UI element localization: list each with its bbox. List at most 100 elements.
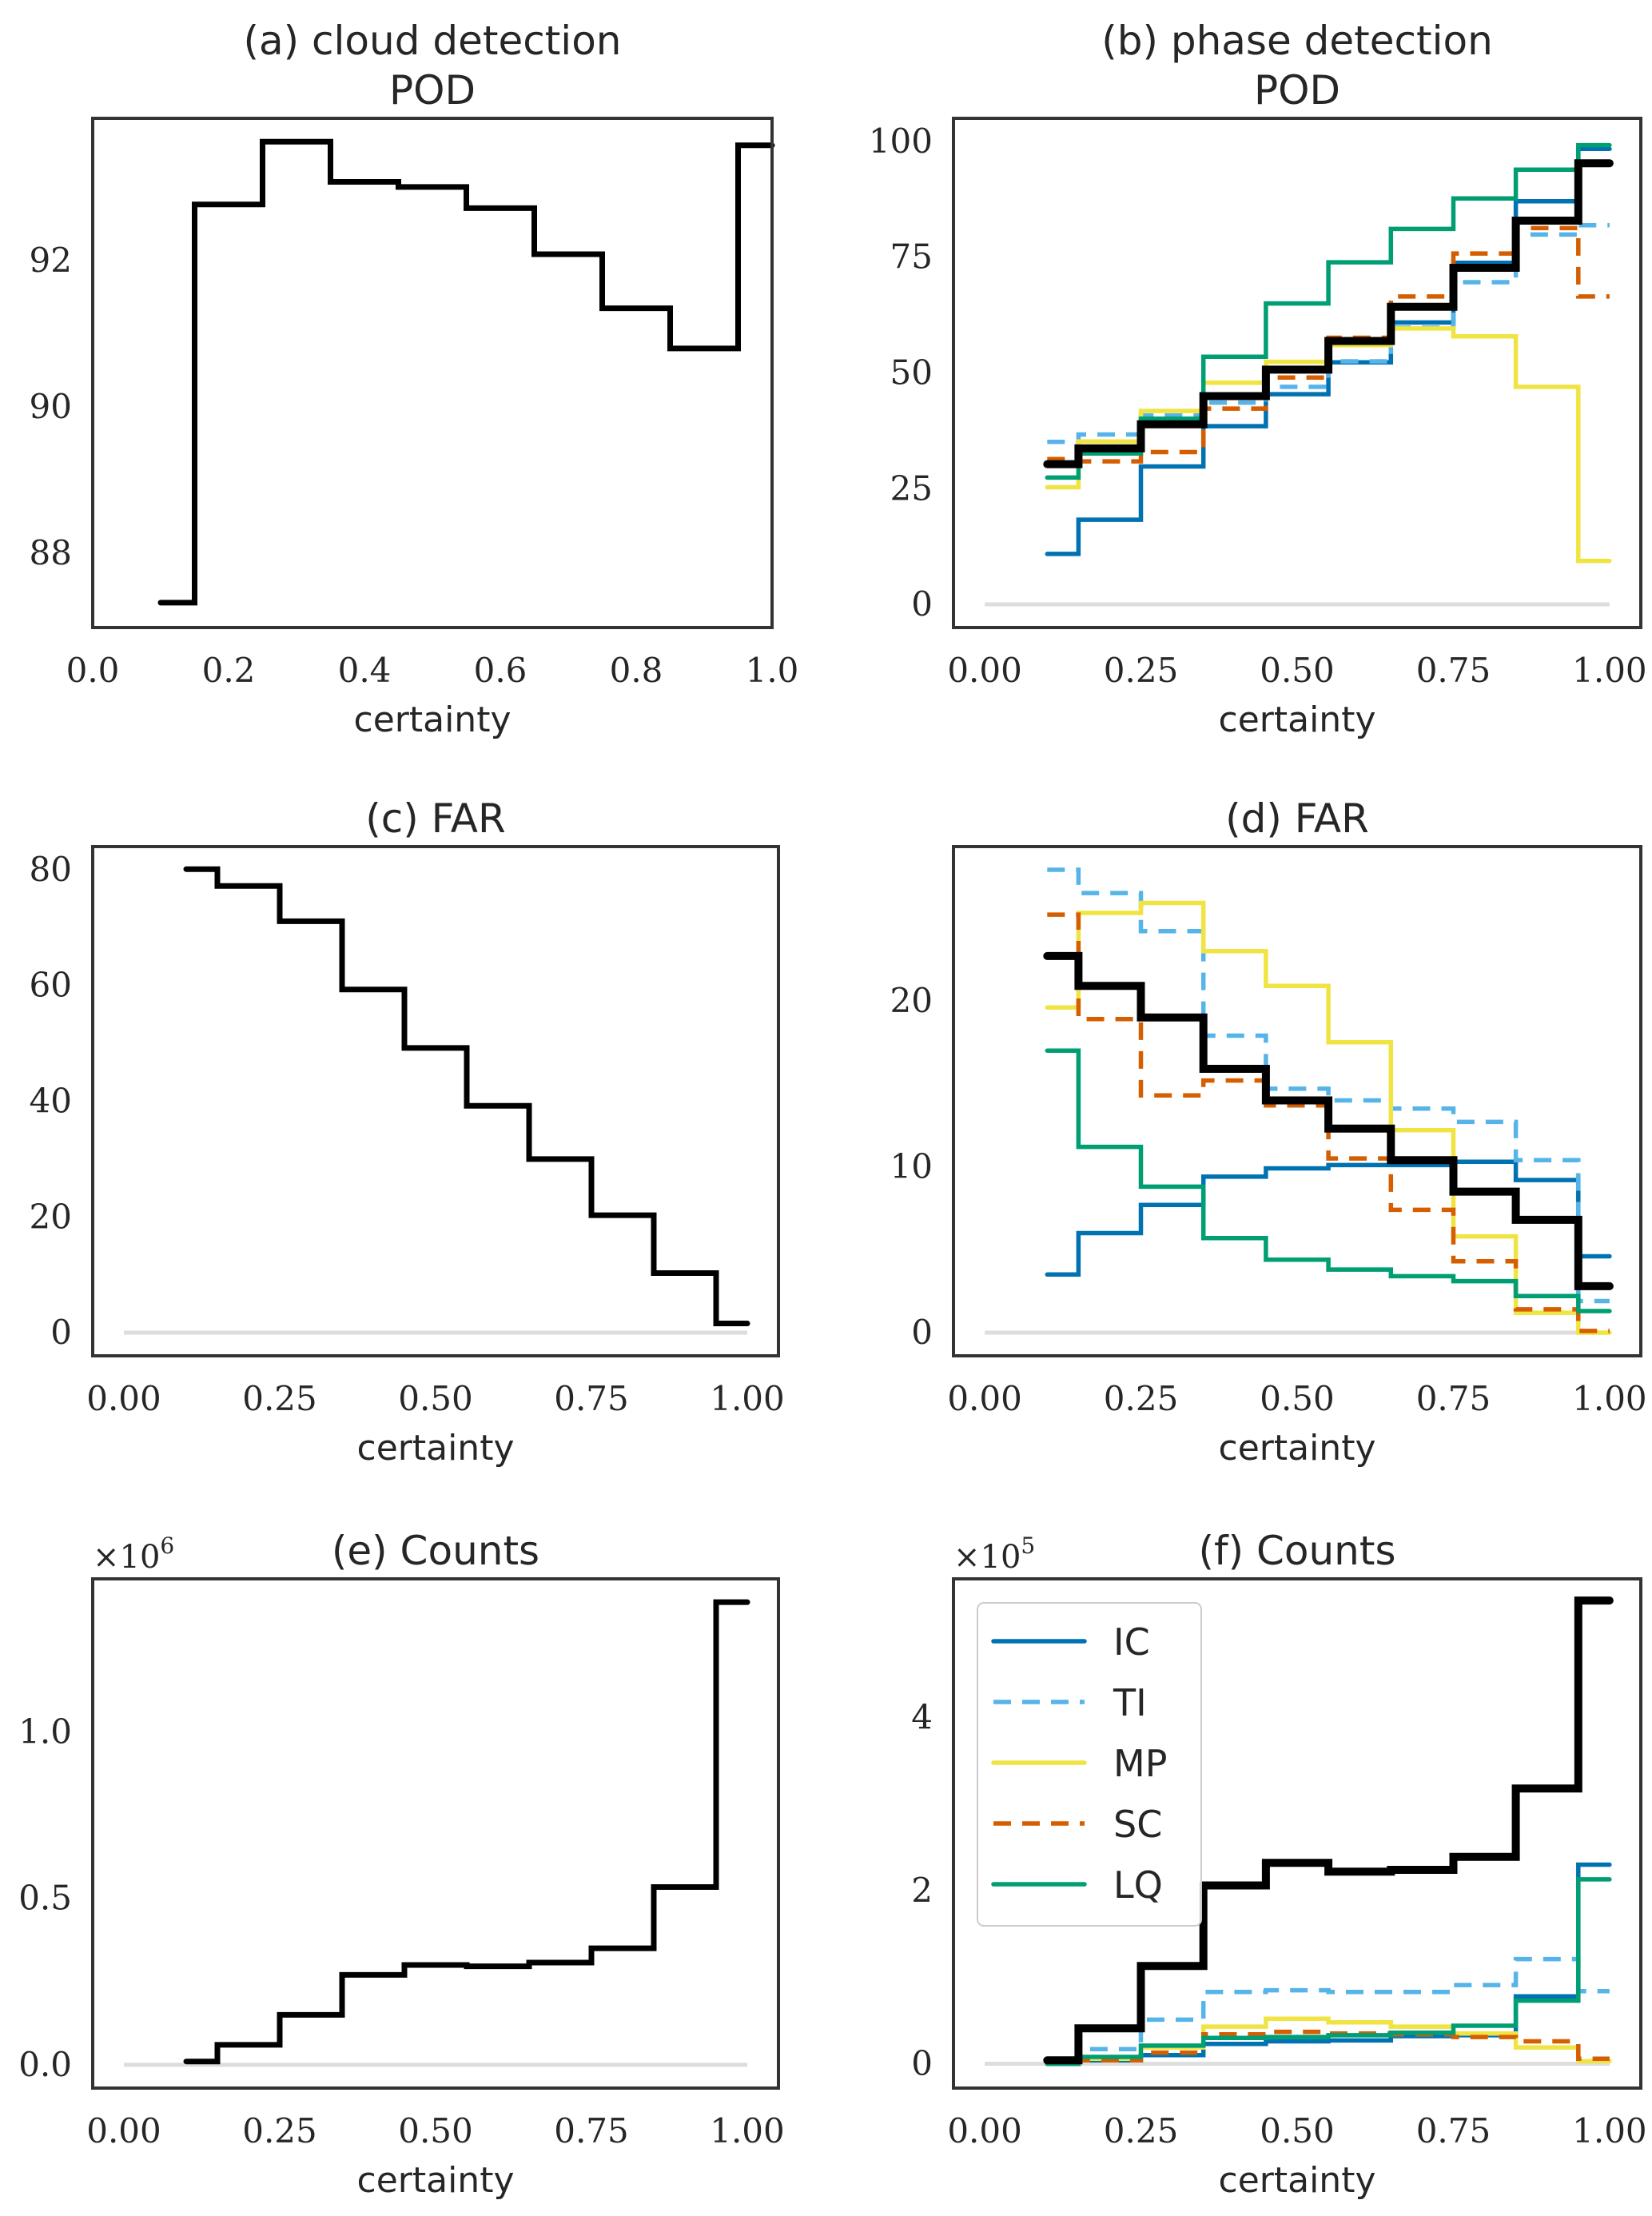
axes-frame — [952, 1577, 1642, 2090]
x-tick-label: 0.25 — [242, 1379, 317, 1418]
x-tick-label: 0.25 — [1104, 1379, 1179, 1418]
y-tick-label: 0.5 — [18, 1879, 72, 1918]
legend-label-mp: MP — [1113, 1742, 1167, 1785]
panel-d: (d) FAR 0.00 0.25 0.50 0.75 1.00 0 10 20 certaint… — [890, 795, 1647, 1469]
y-tick-label: 60 — [30, 966, 72, 1005]
panel-title: (c) FAR — [365, 795, 506, 842]
legend: IC TI MP SC LQ — [977, 1602, 1202, 1927]
y-tick-label: 75 — [890, 237, 933, 277]
y-tick-label: 4 — [911, 1697, 933, 1736]
x-tick-label: 0.75 — [1416, 1379, 1491, 1418]
y-tick-label: 20 — [890, 981, 933, 1020]
axes-frame — [91, 845, 780, 1357]
y-tick-label: 92 — [30, 241, 72, 280]
x-axis-label: certainty — [357, 2160, 515, 2201]
legend-label-ic: IC — [1113, 1620, 1150, 1664]
y-tick-label: 50 — [890, 353, 933, 393]
y-tick-label: 10 — [890, 1146, 933, 1186]
y-offset-label: ×105 — [953, 1532, 1035, 1576]
x-tick-label: 0.00 — [947, 1379, 1022, 1418]
series-line-ic — [1045, 1159, 1612, 1277]
x-tick-label: 1.00 — [710, 1379, 785, 1418]
y-tick-label: 1.0 — [18, 1712, 72, 1752]
y-tick-label: 0.0 — [18, 2045, 72, 2084]
x-tick-label: 0.6 — [474, 651, 527, 690]
panel-f: (f) Counts 0.00 0.25 0.50 0.75 1.00 0 2 4 certain… — [911, 1528, 1646, 2201]
x-axis-label: certainty — [1219, 1428, 1376, 1469]
legend-label-ti: TI — [1113, 1681, 1147, 1724]
series-line-ti — [1047, 223, 1610, 444]
x-tick-label: 0.75 — [1416, 651, 1491, 690]
y-tick-label: 20 — [30, 1197, 72, 1236]
legend-label-sc: SC — [1113, 1803, 1162, 1846]
series-line-lq — [1045, 142, 1612, 480]
x-tick-label: 0.00 — [947, 2111, 1022, 2150]
y-tick-label: 25 — [890, 468, 933, 508]
series-line-all — [183, 1599, 750, 2065]
axes-frame — [91, 1577, 780, 2090]
x-tick-label: 0.50 — [398, 2111, 473, 2150]
x-tick-label: 0.50 — [1260, 1379, 1335, 1418]
axes-frame — [952, 845, 1642, 1357]
x-axis-label: certainty — [354, 699, 512, 740]
panel-title: POD — [389, 67, 476, 114]
y-tick-label: 100 — [869, 122, 933, 161]
axes-frame — [952, 117, 1642, 629]
y-tick-label: 88 — [30, 533, 72, 572]
series-line-ti — [1047, 867, 1610, 1304]
y-tick-label: 0 — [911, 1313, 933, 1352]
series-line-all — [1043, 159, 1614, 468]
x-tick-label: 0.50 — [398, 1379, 473, 1418]
series-line-all — [1043, 951, 1614, 1290]
x-tick-label: 0.75 — [554, 2111, 629, 2150]
panel-title: (b) phase detection — [1101, 18, 1493, 64]
legend-label-lq: LQ — [1113, 1863, 1163, 1907]
x-tick-label: 0.2 — [202, 651, 256, 690]
x-tick-label: 1.00 — [710, 2111, 785, 2150]
x-tick-label: 0.8 — [610, 651, 663, 690]
panel-title: (e) Counts — [332, 1528, 539, 1574]
y-tick-label: 80 — [30, 850, 72, 889]
y-tick-label: 0 — [911, 2044, 933, 2083]
panel-title: (a) cloud detection — [244, 18, 622, 64]
x-tick-label: 0.4 — [338, 651, 392, 690]
series-line-lq — [1045, 1877, 1612, 2067]
x-tick-label: 0.25 — [1104, 2111, 1179, 2150]
series-line-lq — [1045, 1048, 1612, 1313]
x-tick-label: 0.25 — [1104, 651, 1179, 690]
x-tick-label: 1.00 — [1572, 651, 1647, 690]
panel-title: (d) FAR — [1225, 795, 1369, 842]
x-tick-label: 1.00 — [1572, 2111, 1647, 2150]
x-tick-label: 0.75 — [1416, 2111, 1491, 2150]
panel-title: (f) Counts — [1198, 1528, 1395, 1574]
x-tick-label: 0.50 — [1260, 651, 1335, 690]
y-tick-label: 0 — [50, 1313, 72, 1352]
x-axis-label: certainty — [1219, 2160, 1376, 2201]
series-line-all — [183, 866, 750, 1326]
x-tick-label: 0.50 — [1260, 2111, 1335, 2150]
series-line-all — [1043, 1596, 1614, 2065]
series-line-ic — [1045, 146, 1612, 556]
x-tick-label: 1.0 — [746, 651, 799, 690]
y-tick-label: 2 — [911, 1871, 933, 1910]
legend-box — [977, 1602, 1202, 1927]
panel-title: POD — [1254, 67, 1340, 114]
panel-e: (e) Counts 0.00 0.25 0.50 0.75 1.00 0.0 0.5 1.0 c… — [18, 1528, 785, 2201]
x-tick-label: 0.75 — [554, 1379, 629, 1418]
panel-c: (c) FAR 0.00 0.25 0.50 0.75 1.00 0 20 40 60 80 cert… — [30, 795, 785, 1469]
series-line-mp — [1045, 900, 1612, 1335]
series-line-ti — [1047, 1956, 1610, 2067]
y-tick-label: 0 — [911, 584, 933, 624]
x-tick-label: 0.00 — [947, 651, 1022, 690]
series-line-all — [157, 138, 775, 606]
x-axis-label: certainty — [1219, 699, 1376, 740]
x-tick-label: 1.00 — [1572, 1379, 1647, 1418]
y-tick-label: 90 — [30, 387, 72, 426]
y-offset-label: ×106 — [93, 1532, 174, 1576]
x-tick-label: 0.25 — [242, 2111, 317, 2150]
x-axis-label: certainty — [357, 1428, 515, 1469]
x-tick-label: 0.00 — [86, 2111, 161, 2150]
